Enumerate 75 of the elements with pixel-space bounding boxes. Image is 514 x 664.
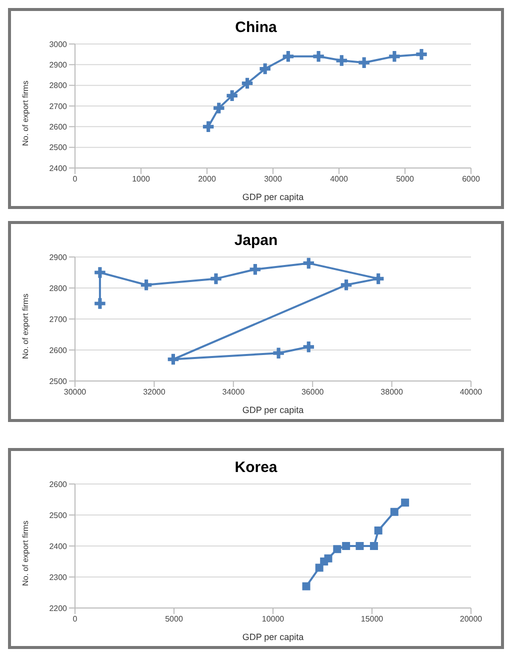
x-axis-title: GDP per capita bbox=[242, 192, 304, 202]
point bbox=[302, 582, 310, 590]
x-axis-title: GDP per capita bbox=[242, 632, 304, 642]
point bbox=[374, 526, 382, 534]
x-tick-label: 36000 bbox=[301, 388, 324, 397]
point bbox=[389, 51, 400, 62]
x-tick-label: 3000 bbox=[264, 174, 282, 184]
x-tick-label: 30000 bbox=[64, 388, 87, 397]
y-tick-label: 2500 bbox=[49, 143, 68, 152]
x-tick-label: 10000 bbox=[262, 614, 285, 624]
y-tick-label: 2700 bbox=[49, 102, 68, 111]
point bbox=[313, 51, 324, 62]
x-tick-label: 1000 bbox=[132, 174, 150, 184]
point bbox=[168, 354, 179, 365]
point bbox=[273, 348, 284, 358]
y-tick-label: 2200 bbox=[49, 604, 68, 613]
y-tick-label: 2500 bbox=[49, 376, 68, 386]
y-tick-label: 2500 bbox=[49, 510, 68, 520]
point bbox=[324, 554, 332, 562]
chart-title: Korea bbox=[234, 459, 278, 476]
y-tick-label: 3000 bbox=[49, 40, 68, 49]
y-tick-label: 2800 bbox=[49, 81, 68, 90]
point bbox=[303, 258, 314, 269]
point bbox=[260, 63, 270, 74]
point bbox=[202, 121, 214, 132]
point bbox=[282, 51, 294, 62]
y-tick-label: 2600 bbox=[49, 122, 68, 132]
x-tick-label: 15000 bbox=[360, 614, 384, 624]
point bbox=[336, 55, 348, 66]
point bbox=[303, 342, 314, 352]
x-tick-label: 2000 bbox=[198, 174, 216, 184]
y-tick-label: 2400 bbox=[49, 164, 68, 173]
x-tick-label: 32000 bbox=[143, 388, 166, 397]
x-tick-label: 6000 bbox=[462, 174, 480, 184]
point bbox=[242, 78, 253, 89]
y-tick-label: 2900 bbox=[49, 252, 68, 262]
y-axis-title: No. of export firms bbox=[20, 294, 30, 359]
point bbox=[370, 542, 378, 550]
chart-title: China bbox=[234, 19, 278, 36]
point bbox=[250, 264, 261, 275]
x-tick-label: 4000 bbox=[330, 174, 348, 184]
point bbox=[342, 542, 350, 550]
point bbox=[356, 542, 364, 550]
point bbox=[390, 508, 398, 516]
point bbox=[333, 545, 342, 554]
point bbox=[416, 48, 427, 60]
y-tick-label: 2300 bbox=[49, 572, 68, 582]
point bbox=[358, 57, 370, 68]
x-tick-label: 0 bbox=[72, 174, 78, 184]
x-tick-label: 34000 bbox=[222, 388, 246, 397]
y-tick-label: 2900 bbox=[49, 60, 68, 70]
point bbox=[94, 267, 106, 278]
x-tick-label: 5000 bbox=[396, 174, 414, 184]
y-axis-title: No. of export firms bbox=[20, 520, 30, 586]
x-axis-title: GDP per capita bbox=[242, 405, 304, 415]
x-tick-label: 5000 bbox=[165, 614, 184, 624]
point bbox=[214, 102, 224, 114]
x-tick-label: 20000 bbox=[460, 614, 483, 624]
point bbox=[140, 280, 152, 290]
x-tick-label: 38000 bbox=[380, 388, 404, 397]
y-tick-label: 2400 bbox=[49, 542, 68, 551]
point bbox=[340, 280, 352, 290]
y-axis-title: No. of export firms bbox=[20, 80, 30, 146]
point bbox=[94, 298, 106, 309]
point bbox=[372, 273, 384, 284]
y-tick-label: 2800 bbox=[49, 284, 68, 293]
point bbox=[226, 90, 238, 102]
y-tick-label: 2600 bbox=[49, 480, 68, 489]
x-tick-label: 40000 bbox=[460, 388, 483, 397]
point bbox=[210, 273, 222, 284]
point bbox=[401, 498, 410, 507]
chart-title: Japan bbox=[233, 232, 279, 249]
x-tick-label: 0 bbox=[72, 614, 78, 624]
y-tick-label: 2700 bbox=[49, 314, 68, 324]
y-tick-label: 2600 bbox=[49, 346, 68, 355]
